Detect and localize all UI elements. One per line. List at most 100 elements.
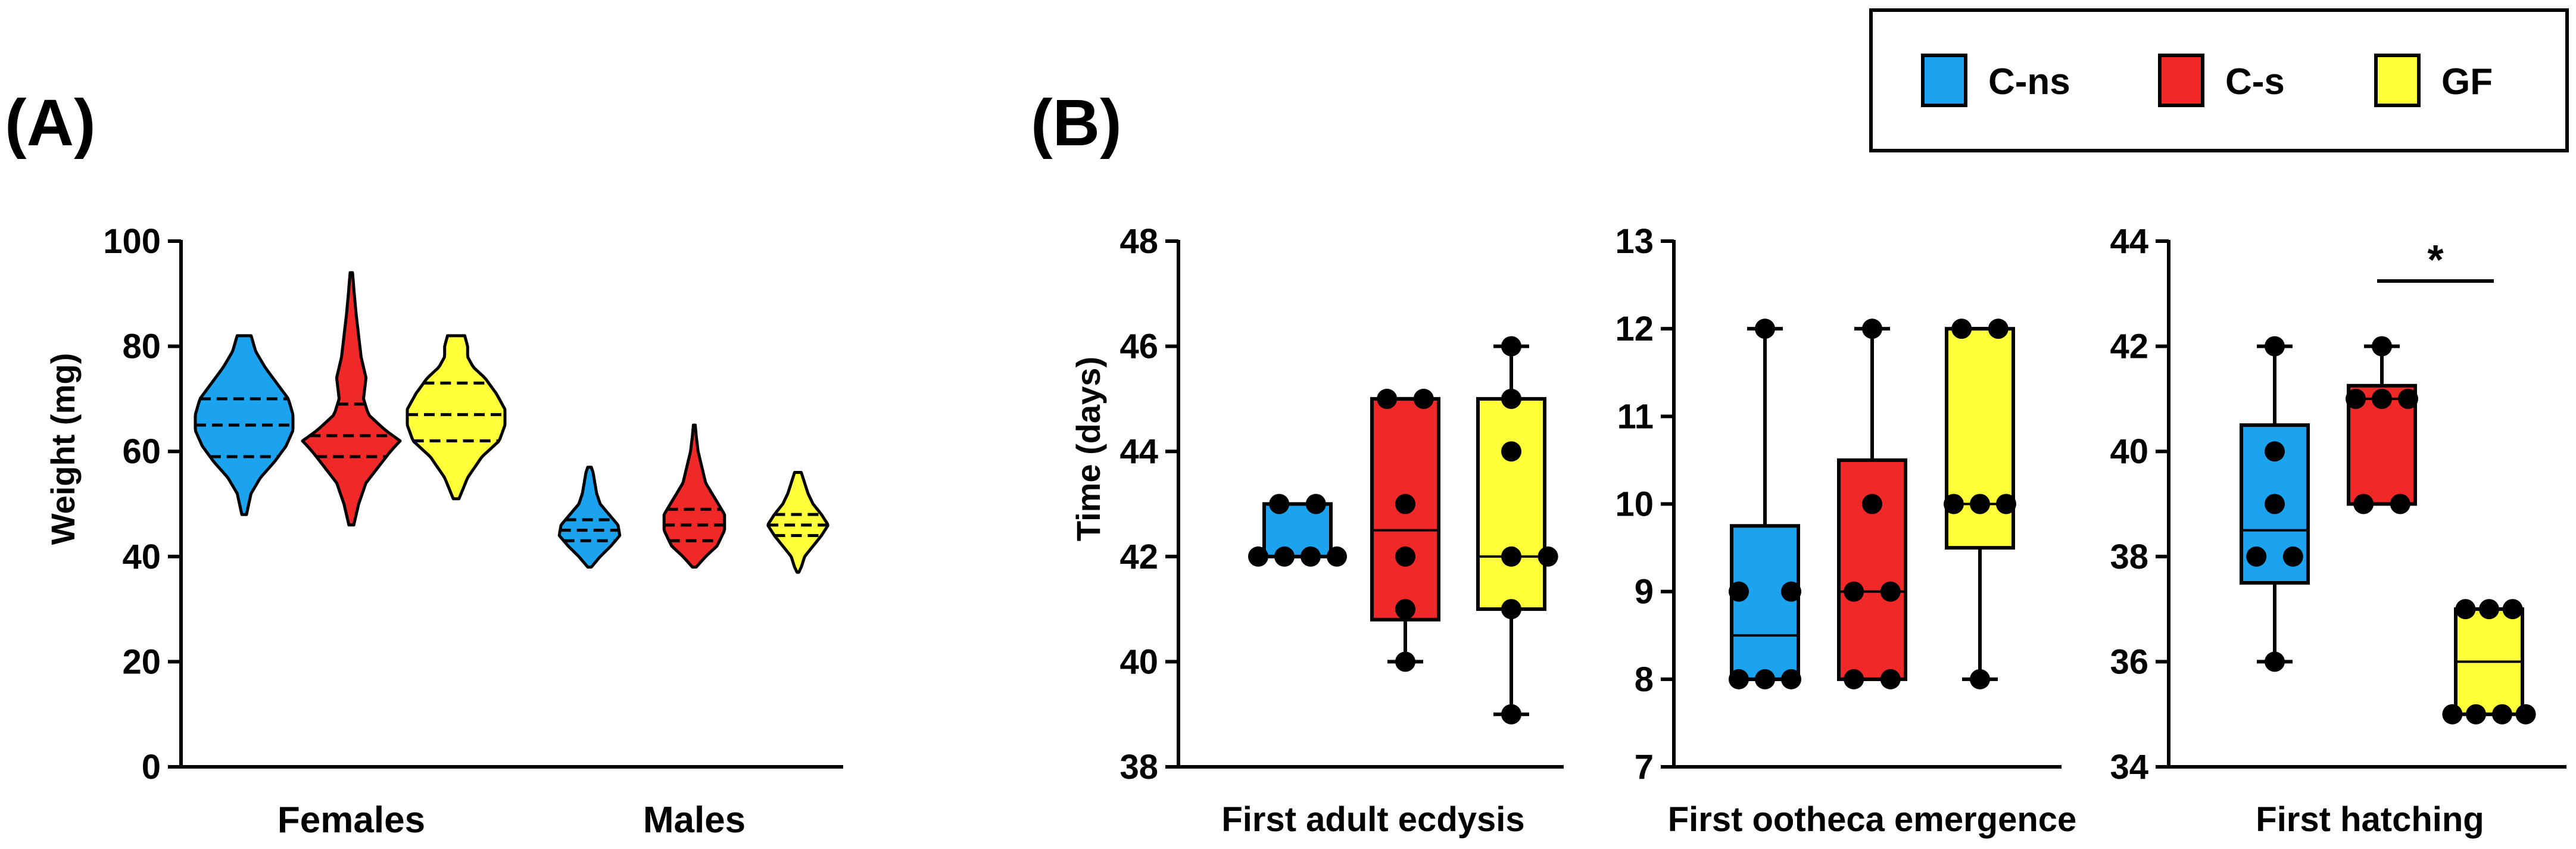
legend-label-c-s: C-s <box>2225 61 2285 102</box>
hatching-point-gf <box>2442 704 2463 725</box>
ootheca-point-c-ns <box>1755 669 1775 689</box>
hatching-point-gf <box>2502 599 2523 620</box>
x-label-first-adult-ecdysis: First adult ecdysis <box>1221 800 1524 839</box>
legend-swatch-c-ns <box>1921 54 1967 107</box>
ecdysis-y-tick-label: 48 <box>1119 222 1158 261</box>
hatching-point-c-s <box>2353 494 2374 514</box>
hatching-point-c-s <box>2390 494 2410 514</box>
y-axis-title-time: Time (days) <box>1069 357 1107 541</box>
weight-y-tick-label: 40 <box>122 538 161 576</box>
ootheca-y-tick-label: 12 <box>1615 310 1654 348</box>
legend-swatch-c-s <box>2158 54 2204 107</box>
ootheca-point-c-s <box>1862 319 1882 339</box>
category-label-males: Males <box>643 800 746 841</box>
ootheca-point-gf <box>1988 319 2009 339</box>
ootheca-point-c-ns <box>1755 319 1775 339</box>
hatching-point-c-ns <box>2265 336 2285 357</box>
hatching-y-tick-label: 36 <box>2110 642 2148 681</box>
ecdysis-point-c-s <box>1395 494 1415 514</box>
ecdysis-y-tick-label: 46 <box>1119 327 1158 366</box>
ootheca-point-gf <box>1944 494 1964 514</box>
box-plot-first-hatching: 34 36 38 40 42 44 * <box>2110 222 2566 786</box>
hatching-point-c-ns <box>2265 494 2285 514</box>
ecdysis-point-c-s <box>1413 388 1434 409</box>
ecdysis-box-gf <box>1476 397 1546 611</box>
ecdysis-point-gf <box>1538 546 1558 567</box>
box-plot-first-adult-ecdysis: 38 40 42 44 46 48 <box>1119 222 1564 786</box>
violin-males-c-s <box>662 423 726 569</box>
ootheca-box-c-ns <box>1730 524 1800 681</box>
ootheca-y-tick-label: 11 <box>1617 397 1654 436</box>
ootheca-point-gf <box>1970 669 1990 689</box>
hatching-point-c-s <box>2346 388 2366 409</box>
ecdysis-y-tick-label: 38 <box>1119 748 1158 786</box>
ecdysis-point-c-ns <box>1274 546 1295 567</box>
hatching-y-tick-label: 34 <box>2110 748 2148 786</box>
violin-females-c-ns <box>194 334 295 516</box>
legend-frame <box>1869 8 2569 152</box>
weight-y-tick-label: 20 <box>122 642 161 681</box>
ecdysis-point-c-s <box>1377 388 1398 409</box>
hatching-point-c-s <box>2372 388 2392 409</box>
ecdysis-point-gf <box>1501 599 1521 620</box>
hatching-significance-star: * <box>2427 236 2444 283</box>
ecdysis-point-c-s <box>1395 546 1415 567</box>
hatching-point-gf <box>2515 704 2536 725</box>
panel-label-a: (A) <box>5 86 96 160</box>
hatching-point-c-ns <box>2246 546 2267 567</box>
ootheca-point-c-s <box>1862 494 1882 514</box>
ootheca-point-gf <box>1951 319 1972 339</box>
hatching-point-gf <box>2466 704 2486 725</box>
violin-females-c-s <box>301 271 402 527</box>
ecdysis-point-gf <box>1501 336 1521 357</box>
hatching-y-tick-label: 40 <box>2110 432 2148 471</box>
ecdysis-point-gf <box>1501 388 1521 409</box>
legend: C-ns C-s GF <box>1869 8 2569 152</box>
ecdysis-y-tick-label: 42 <box>1119 538 1158 576</box>
ootheca-point-c-ns <box>1781 581 1801 602</box>
y-axis-title-weight: Weight (mg) <box>44 353 82 545</box>
legend-swatch-gf <box>2374 54 2421 107</box>
hatching-point-c-ns <box>2265 441 2285 462</box>
ecdysis-y-tick-label: 44 <box>1119 432 1158 471</box>
box-plot-first-ootheca-emergence: 7 8 9 10 11 12 13 <box>1615 222 2062 786</box>
ootheca-y-tick-label: 9 <box>1635 573 1654 611</box>
ecdysis-point-gf <box>1501 546 1521 567</box>
ootheca-y-tick-label: 7 <box>1635 748 1654 786</box>
violin-females-gf <box>406 334 507 501</box>
ecdysis-point-c-s <box>1395 599 1415 620</box>
ecdysis-point-c-ns <box>1269 494 1290 514</box>
hatching-point-gf <box>2492 704 2512 725</box>
ootheca-box-c-s <box>1837 458 1907 681</box>
category-label-females: Females <box>277 800 425 841</box>
weight-y-tick-label: 60 <box>122 432 161 471</box>
ootheca-point-c-s <box>1880 581 1901 602</box>
violin-males-gf <box>766 471 829 574</box>
hatching-point-c-ns <box>2282 546 2303 567</box>
weight-y-tick-label: 80 <box>122 327 161 366</box>
hatching-point-c-s <box>2372 336 2392 357</box>
ecdysis-point-c-ns <box>1301 546 1321 567</box>
weight-y-tick-label: 0 <box>142 748 161 786</box>
ecdysis-point-c-s <box>1395 651 1415 672</box>
panel-label-b: (B) <box>1031 86 1122 160</box>
ecdysis-point-gf <box>1501 704 1521 725</box>
ootheca-box-gf <box>1945 327 2015 550</box>
hatching-point-gf <box>2455 599 2476 620</box>
ecdysis-point-c-ns <box>1248 546 1268 567</box>
ecdysis-point-c-ns <box>1327 546 1347 567</box>
ootheca-point-c-s <box>1844 581 1864 602</box>
hatching-y-tick-label: 42 <box>2110 327 2148 366</box>
ecdysis-y-tick-label: 40 <box>1119 642 1158 681</box>
ootheca-y-tick-label: 13 <box>1615 222 1654 261</box>
x-label-first-ootheca-emergence: First ootheca emergence <box>1668 800 2077 839</box>
ootheca-point-c-s <box>1844 669 1864 689</box>
ootheca-point-c-ns <box>1729 669 1749 689</box>
hatching-point-c-s <box>2398 388 2418 409</box>
x-label-first-hatching: First hatching <box>2256 800 2484 839</box>
violin-males-c-ns <box>557 466 622 569</box>
ootheca-y-tick-label: 8 <box>1635 660 1654 699</box>
legend-label-c-ns: C-ns <box>1988 61 2070 102</box>
hatching-point-gf <box>2479 599 2499 620</box>
